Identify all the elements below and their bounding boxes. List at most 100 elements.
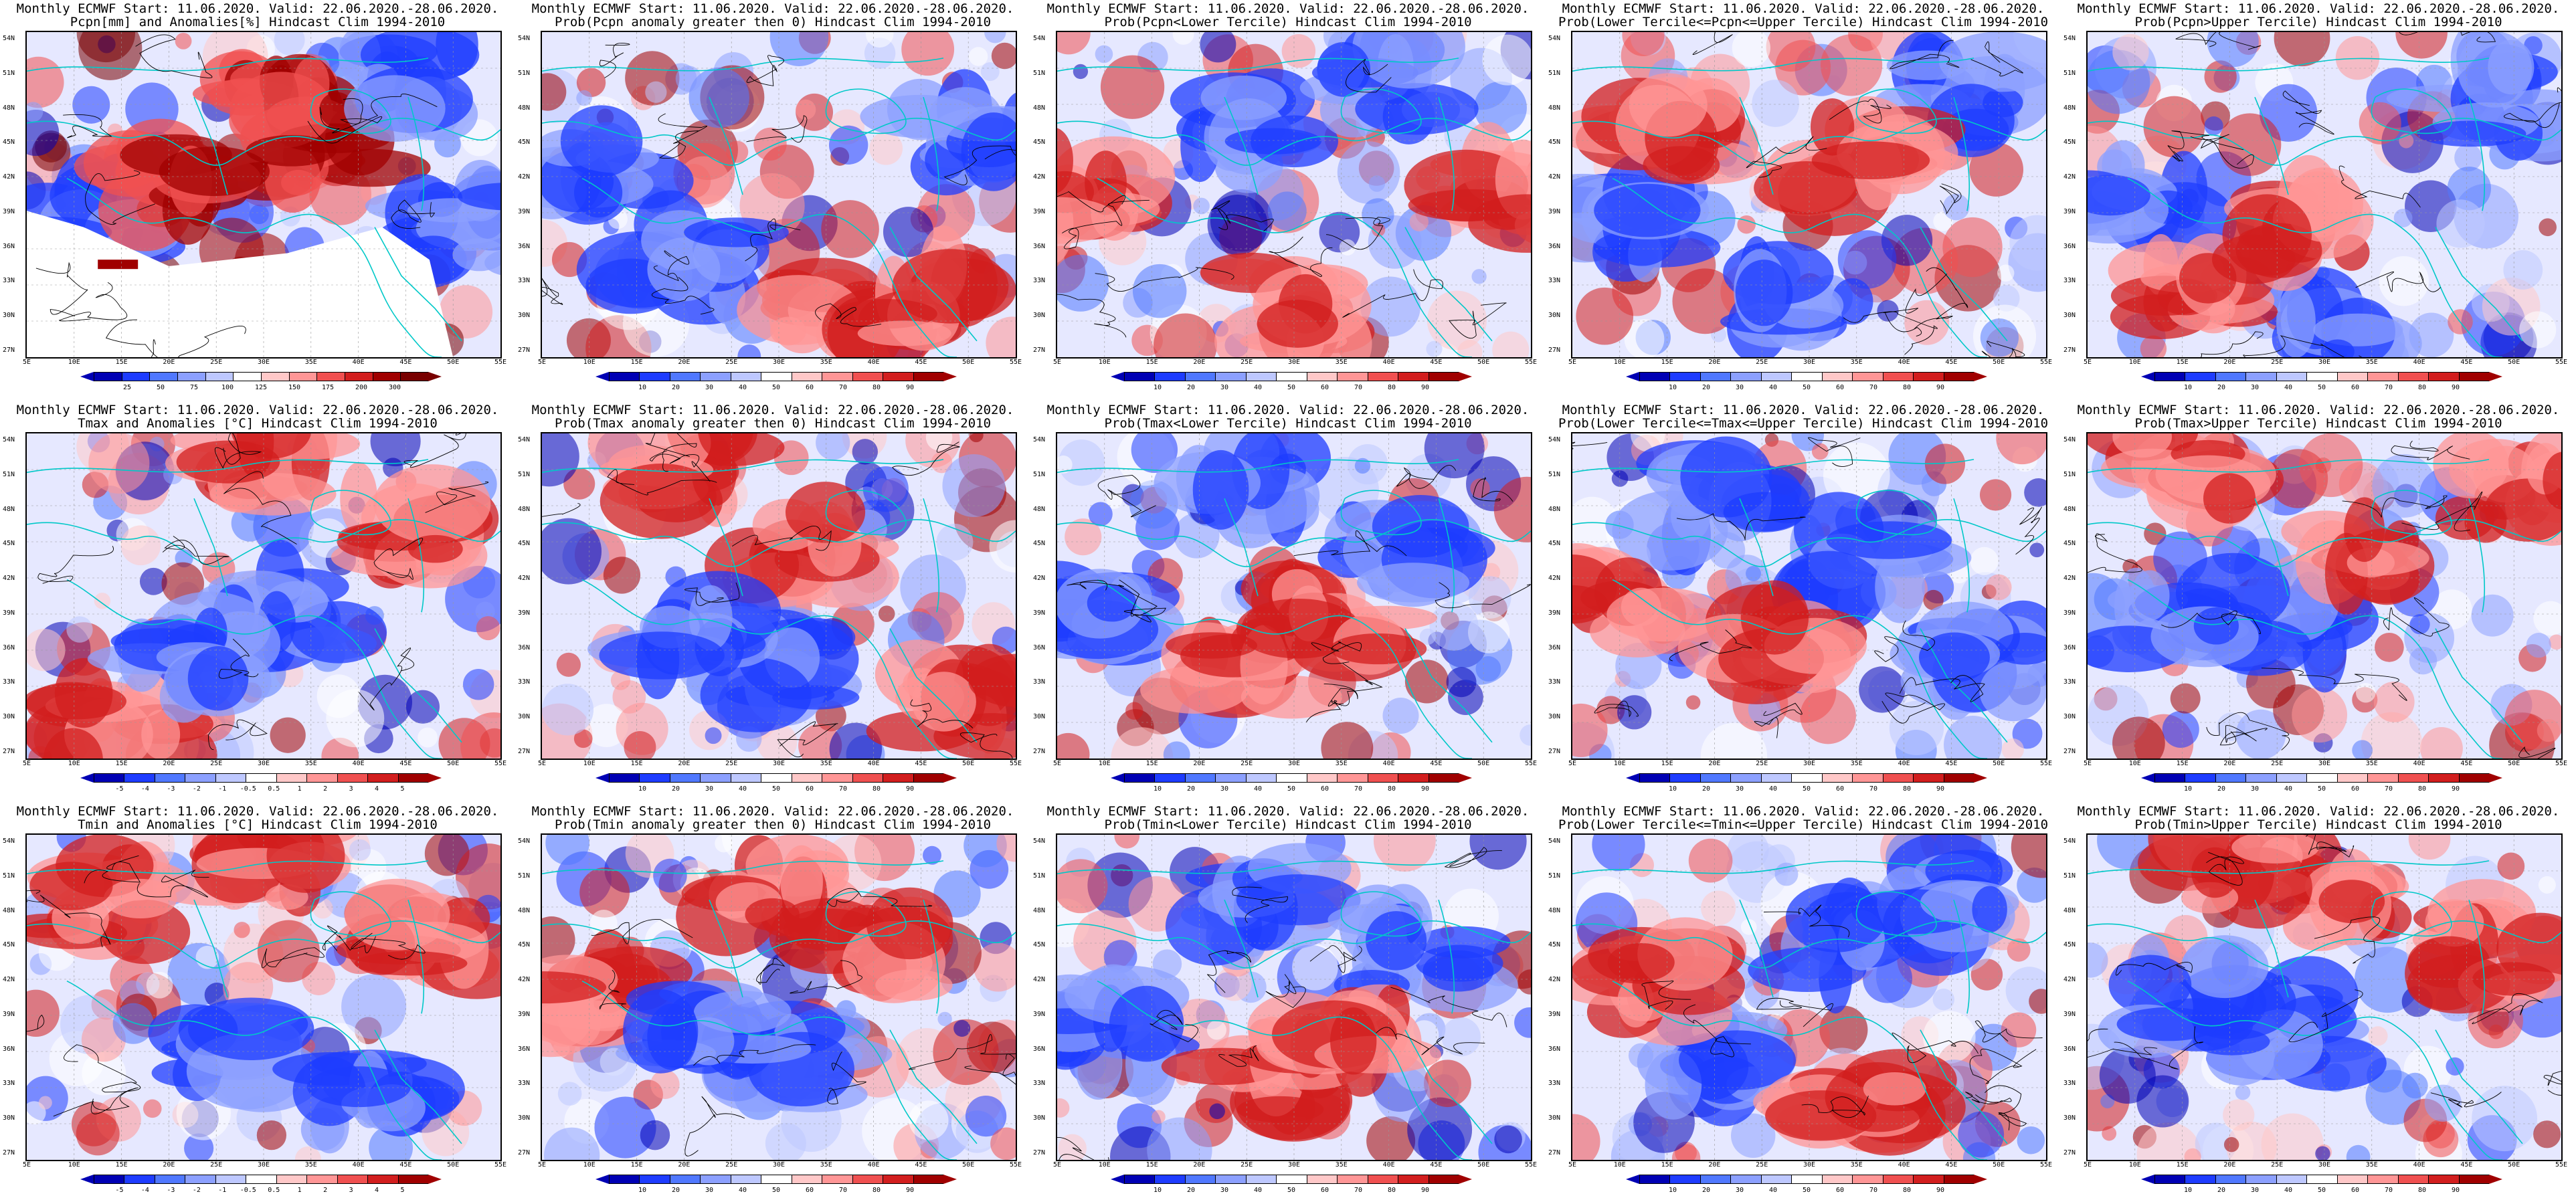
lat-label: 30N [3, 713, 15, 721]
lon-label: 30E [1287, 1161, 1301, 1169]
colorbar-segment [121, 372, 150, 381]
colorbar-segment [177, 372, 205, 381]
lat-label: 42N [1548, 173, 1561, 181]
colorbar-segment [700, 372, 731, 381]
lat-label: 36N [3, 643, 15, 651]
colorbar-max-arrow [943, 773, 957, 783]
colorbar-segment [1124, 773, 1155, 783]
lat-label: 54N [1033, 837, 1046, 845]
map-plot [1571, 31, 2047, 359]
map-panel: Monthly ECMWF Start: 11.06.2020. Valid: … [2061, 0, 2576, 401]
colorbar [80, 1175, 442, 1184]
colorbar-segment [1245, 372, 1277, 381]
lat-label: 27N [1033, 748, 1046, 755]
colorbar-segment [2367, 1175, 2398, 1184]
panel-header: Monthly ECMWF Start: 11.06.2020. Valid: … [1046, 1, 1530, 16]
colorbar-segment [1367, 773, 1398, 783]
lat-label: 48N [1033, 505, 1046, 513]
lat-label: 27N [1033, 1149, 1046, 1157]
lat-label: 42N [2063, 173, 2076, 181]
colorbar-segment [233, 372, 261, 381]
colorbar-tick-label: -4 [141, 785, 149, 793]
colorbar-tick-label: 50 [1287, 1187, 1296, 1194]
lat-label: 33N [2063, 277, 2076, 285]
colorbar-segment [2276, 1175, 2307, 1184]
panel-subtitle: Prob(Lower Tercile<=Tmax<=Upper Tercile)… [1558, 416, 2049, 431]
colorbar-segment [1367, 1175, 1398, 1184]
panel-header: Monthly ECMWF Start: 11.06.2020. Valid: … [1046, 804, 1530, 819]
colorbar-tick-label: 50 [2317, 384, 2326, 391]
lon-label: 10E [1098, 359, 1111, 366]
lat-label: 33N [3, 1080, 15, 1088]
colorbar-segment [400, 372, 428, 381]
lat-label: 33N [1033, 277, 1046, 285]
lon-label: 55E [2555, 760, 2568, 767]
colorbar-segment [372, 372, 401, 381]
colorbar-tick-label: 10 [1153, 785, 1162, 793]
colorbar-segment [2245, 773, 2276, 783]
lon-label: 30E [772, 760, 786, 767]
colorbar-tick-label: 60 [2351, 1187, 2360, 1194]
map-panel: Monthly ECMWF Start: 11.06.2020. Valid: … [0, 0, 515, 401]
colorbar-tick-label: 80 [1902, 1187, 1912, 1194]
colorbar-segment [1245, 773, 1277, 783]
colorbar-tick-label: 30 [705, 384, 714, 391]
colorbar-tick-label: 70 [838, 384, 848, 391]
lat-label: 48N [518, 906, 531, 914]
lon-label: 30E [1803, 1161, 1816, 1169]
lat-label: 27N [3, 1149, 15, 1157]
lon-label: 40E [2413, 1161, 2425, 1169]
lon-label: 45E [1430, 1161, 1443, 1169]
colorbar-segment [2336, 1175, 2368, 1184]
colorbar-tick-label: 40 [2284, 785, 2293, 793]
lon-label: 20E [1708, 359, 1721, 366]
colorbar-tick-label: 70 [1869, 785, 1878, 793]
lon-label: 45E [915, 359, 927, 366]
colorbar-segment [337, 1175, 368, 1184]
lon-label: 20E [2223, 760, 2236, 767]
colorbar-segment [215, 773, 246, 783]
colorbar-segment [1154, 773, 1185, 783]
lon-label: 5E [22, 1161, 31, 1169]
colorbar-segment [2185, 773, 2215, 783]
lon-label: 40E [1382, 1161, 1395, 1169]
lon-label: 15E [1145, 359, 1158, 366]
lat-label: 48N [1548, 906, 1561, 914]
lon-label: 55E [2039, 1161, 2053, 1169]
colorbar-segment [1943, 372, 1974, 381]
lat-label: 45N [518, 540, 531, 548]
lon-label: 40E [1898, 1161, 1910, 1169]
lon-label: 30E [257, 760, 270, 767]
colorbar-segment [1760, 372, 1792, 381]
lon-label: 30E [772, 359, 786, 366]
lon-label: 45E [915, 760, 927, 767]
lon-label: 35E [304, 359, 317, 366]
colorbar-segment [1913, 372, 1944, 381]
colorbar-tick-label: 80 [1387, 1187, 1396, 1194]
colorbar-tick-label: 2 [323, 1187, 328, 1194]
lon-label: 30E [772, 1161, 786, 1169]
lon-label: 30E [2318, 359, 2331, 366]
lon-label: 55E [494, 1161, 507, 1169]
lon-label: 20E [1708, 760, 1721, 767]
lon-label: 20E [163, 359, 175, 366]
lon-label: 20E [163, 760, 175, 767]
lat-label: 30N [1548, 1114, 1561, 1122]
colorbar-segment [94, 773, 124, 783]
colorbar-tick-label: 40 [1768, 384, 1778, 391]
panel-header: Monthly ECMWF Start: 11.06.2020. Valid: … [2077, 1, 2560, 16]
colorbar-max-arrow [2489, 1175, 2502, 1184]
lat-label: 54N [1548, 837, 1561, 845]
colorbar-segment [276, 1175, 307, 1184]
panel-subtitle: Prob(Tmin anomaly greater then 0) Hindca… [554, 817, 992, 832]
colorbar-segment [822, 1175, 852, 1184]
colorbar-tick-label: 40 [738, 785, 747, 793]
lon-label: 20E [1193, 359, 1206, 366]
colorbar-segment [2458, 1175, 2489, 1184]
colorbar-tick-label: 70 [2384, 384, 2393, 391]
colorbar [1626, 1175, 1987, 1184]
lon-label: 55E [2039, 760, 2053, 767]
colorbar-segment [2245, 1175, 2276, 1184]
lat-label: 51N [1548, 872, 1561, 880]
lon-label: 50E [1477, 760, 1490, 767]
